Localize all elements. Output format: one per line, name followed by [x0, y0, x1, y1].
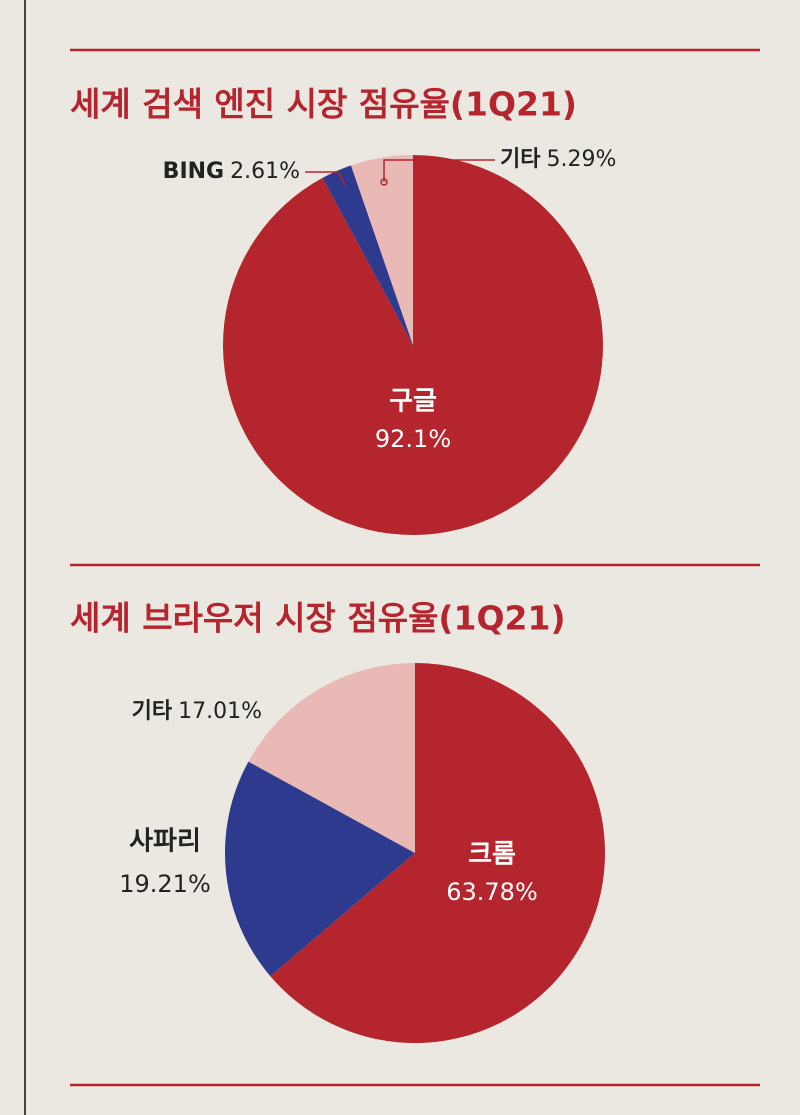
slice-label: BING 2.61% [163, 159, 300, 184]
leader-line [305, 171, 347, 187]
value-label: 63.78% [446, 878, 538, 906]
pie-slice [270, 663, 606, 1043]
pie-slice [248, 663, 415, 853]
category-label: BING [163, 159, 224, 184]
chart-title: 세계 브라우저 시장 점유율(1Q21) [70, 599, 566, 638]
category-label: 기타 [132, 699, 173, 724]
value-label: 17.01% [178, 699, 262, 724]
leader-dot [380, 178, 388, 186]
slice-label: 기타 5.29% [500, 147, 616, 172]
value-label: 19.21% [119, 870, 211, 898]
category-label: 크롬 [468, 840, 516, 870]
pie-slice [351, 155, 413, 345]
slice-label: 기타 17.01% [132, 699, 262, 724]
category-label: 기타 [500, 147, 541, 172]
category-label: 사파리 [129, 827, 201, 857]
pie-slice [224, 761, 415, 977]
pie-slice [223, 155, 604, 535]
leader-line [383, 159, 495, 182]
value-label: 5.29% [546, 147, 616, 172]
value-label: 2.61% [230, 159, 300, 184]
category-label: 구글 [389, 387, 437, 417]
chart-title: 세계 검색 엔진 시장 점유율(1Q21) [70, 85, 577, 124]
pie-slice [322, 165, 413, 345]
value-label: 92.1% [375, 425, 451, 453]
